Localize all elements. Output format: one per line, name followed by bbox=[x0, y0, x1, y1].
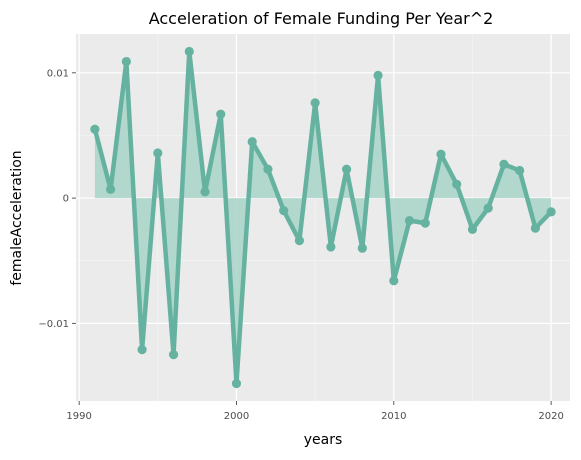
data-point-2020 bbox=[546, 207, 556, 217]
data-point-1994 bbox=[137, 345, 147, 355]
data-point-2006 bbox=[326, 242, 336, 252]
data-point-1998 bbox=[200, 187, 210, 197]
x-axis-label: years bbox=[304, 432, 343, 448]
y-tick-label: 0 bbox=[63, 194, 69, 205]
x-tick-label: 2010 bbox=[381, 411, 406, 422]
data-point-2011 bbox=[404, 216, 415, 226]
x-tick-label: 2000 bbox=[224, 411, 249, 422]
data-point-2000 bbox=[231, 378, 242, 389]
y-axis-label: femaleAcceleration bbox=[9, 150, 25, 285]
data-point-2003 bbox=[279, 206, 289, 216]
data-points-layer bbox=[90, 46, 556, 389]
data-point-1993 bbox=[121, 56, 131, 67]
y-tick-label: −0.01 bbox=[38, 319, 69, 330]
data-point-2004 bbox=[294, 236, 305, 246]
data-point-2012 bbox=[420, 218, 430, 228]
data-point-2016 bbox=[483, 203, 493, 213]
data-point-2018 bbox=[515, 165, 525, 176]
data-point-2005 bbox=[310, 98, 320, 108]
data-point-2017 bbox=[499, 159, 509, 169]
data-point-2015 bbox=[467, 224, 478, 234]
data-point-1999 bbox=[216, 109, 226, 119]
data-point-1997 bbox=[184, 46, 194, 57]
data-point-2009 bbox=[373, 70, 383, 80]
data-point-2007 bbox=[341, 164, 352, 174]
data-point-1995 bbox=[153, 148, 163, 158]
x-tick-label: 1990 bbox=[66, 411, 91, 422]
y-tick-label: 0.01 bbox=[47, 68, 69, 79]
data-point-2001 bbox=[247, 137, 257, 147]
x-tick-label: 2020 bbox=[538, 411, 563, 422]
data-point-1996 bbox=[168, 350, 179, 360]
axes-layer: 1990 2000 2010 2020 −0.01 0 0.01 bbox=[38, 68, 564, 422]
data-point-2008 bbox=[357, 243, 367, 253]
data-point-2019 bbox=[530, 223, 540, 233]
data-point-1991 bbox=[90, 124, 100, 134]
data-point-1992 bbox=[106, 184, 116, 194]
data-point-2013 bbox=[436, 149, 446, 159]
data-point-2010 bbox=[389, 276, 399, 286]
data-point-2014 bbox=[452, 179, 462, 189]
chart-title: Acceleration of Female Funding Per Year^… bbox=[149, 9, 494, 28]
plot-panel bbox=[76, 34, 570, 401]
data-point-2002 bbox=[263, 164, 273, 174]
